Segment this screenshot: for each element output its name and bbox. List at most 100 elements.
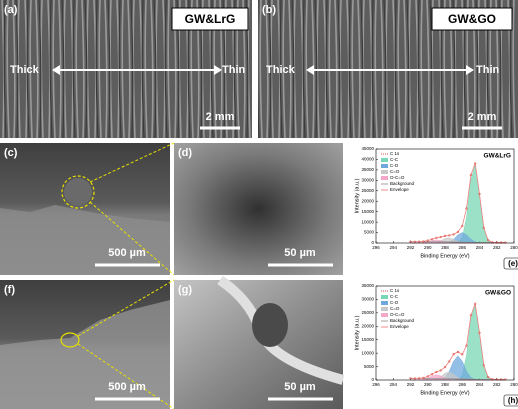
direction-label: Thick [10, 64, 40, 76]
y-tick-label: 45000 [361, 146, 374, 151]
sample-tag: GW&LrG [185, 12, 236, 26]
x-tick-label: 280 [510, 245, 518, 250]
x-tick-label: 290 [424, 245, 432, 250]
direction-label: Thin [222, 64, 245, 76]
x-tick-label: 286 [458, 382, 466, 387]
y-tick-label: 0 [371, 377, 374, 382]
data-point [469, 173, 473, 177]
panel-label: (e) [508, 259, 518, 268]
x-tick-label: 286 [458, 245, 466, 250]
legend-swatch [381, 170, 388, 174]
y-tick-label: 10000 [361, 219, 374, 224]
sample-tag: GW&GO [448, 12, 496, 26]
panel-label: (c) [4, 147, 18, 159]
data-point [426, 375, 429, 378]
fit-line [410, 303, 506, 380]
x-tick-label: 280 [510, 382, 518, 387]
x-tick-label: 288 [441, 382, 449, 387]
x-tick-label: 294 [389, 382, 397, 387]
data-point [409, 240, 412, 243]
data-point [504, 378, 507, 381]
scale-label: 500 µm [108, 381, 146, 393]
data-point [482, 226, 485, 230]
y-tick-label: 25000 [361, 188, 374, 193]
x-tick-label: 290 [424, 382, 432, 387]
sem-image [174, 280, 343, 409]
y-tick-label: 40000 [361, 157, 374, 162]
x-tick-label: 294 [389, 245, 397, 250]
legend-label: O-C=O [390, 175, 405, 180]
data-point [499, 241, 503, 244]
x-axis-label: Binding Energy (eV) [420, 390, 469, 396]
data-point [439, 369, 442, 372]
legend-swatch [381, 295, 388, 299]
legend-swatch [381, 176, 388, 180]
x-tick-label: 292 [407, 245, 415, 250]
scale-label: 500 µm [108, 247, 146, 259]
legend-label: C=O [390, 169, 400, 174]
legend-label: C 1s [390, 288, 400, 293]
legend-label: C-C [390, 294, 399, 299]
y-tick-label: 5000 [364, 364, 375, 369]
data-point [478, 331, 481, 334]
data-point [482, 364, 485, 367]
data-point [461, 353, 464, 356]
scale-label: 2 mm [206, 111, 235, 123]
legend-swatch [381, 158, 388, 162]
fit-line [410, 377, 506, 380]
y-axis-label: Intensity (a.u.) [354, 315, 360, 350]
y-tick-label: 30000 [361, 178, 374, 183]
y-tick-label: 0 [371, 240, 374, 245]
highlight [60, 332, 80, 348]
plot-frame [375, 285, 515, 381]
x-tick-label: 282 [493, 382, 501, 387]
data-point [435, 370, 438, 374]
x-tick-label: 284 [476, 245, 484, 250]
x-tick-label: 292 [407, 382, 415, 387]
y-axis-label: Intensity (a.u.) [354, 178, 360, 213]
y-tick-label: 5000 [364, 230, 375, 235]
y-tick-label: 10000 [361, 350, 374, 355]
x-tick-label: 296 [372, 382, 380, 387]
data-point [430, 373, 434, 376]
data-point [456, 230, 460, 234]
data-point [478, 192, 481, 196]
data-point [465, 344, 468, 347]
data-point [413, 240, 416, 243]
scale-label: 50 µm [284, 381, 316, 393]
cross-section [64, 178, 92, 206]
legend-swatch [381, 313, 388, 317]
legend-swatch [381, 307, 388, 311]
substrate [0, 300, 170, 409]
data-point [474, 302, 477, 305]
legend-swatch [381, 301, 388, 305]
data-point [448, 360, 451, 363]
panel-label: (b) [262, 4, 276, 16]
data-point [491, 241, 494, 244]
data-point [452, 352, 455, 356]
plot-frame [375, 148, 515, 244]
y-tick-label: 35000 [361, 283, 374, 288]
legend-label: C-O [390, 163, 399, 168]
data-point [461, 224, 464, 228]
legend-label: C 1s [390, 151, 400, 156]
data-point [486, 239, 490, 242]
data-point [439, 235, 442, 239]
y-tick-label: 35000 [361, 167, 374, 172]
chart-bg [350, 143, 518, 272]
substrate [0, 205, 170, 275]
panel-label-box [503, 257, 518, 270]
legend-label: C-O [390, 300, 399, 305]
legend-label: Envelope [390, 187, 409, 192]
direction-label: Thin [476, 64, 499, 76]
legend-swatch [381, 164, 388, 168]
data-point [456, 350, 460, 354]
y-tick-label: 20000 [361, 198, 374, 203]
legend-label: C=O [390, 306, 400, 311]
sample-annotation: GW&LrG [484, 153, 511, 160]
data-point [435, 236, 438, 239]
x-tick-label: 282 [493, 245, 501, 250]
y-tick-label: 15000 [361, 209, 374, 214]
data-point [443, 365, 447, 369]
